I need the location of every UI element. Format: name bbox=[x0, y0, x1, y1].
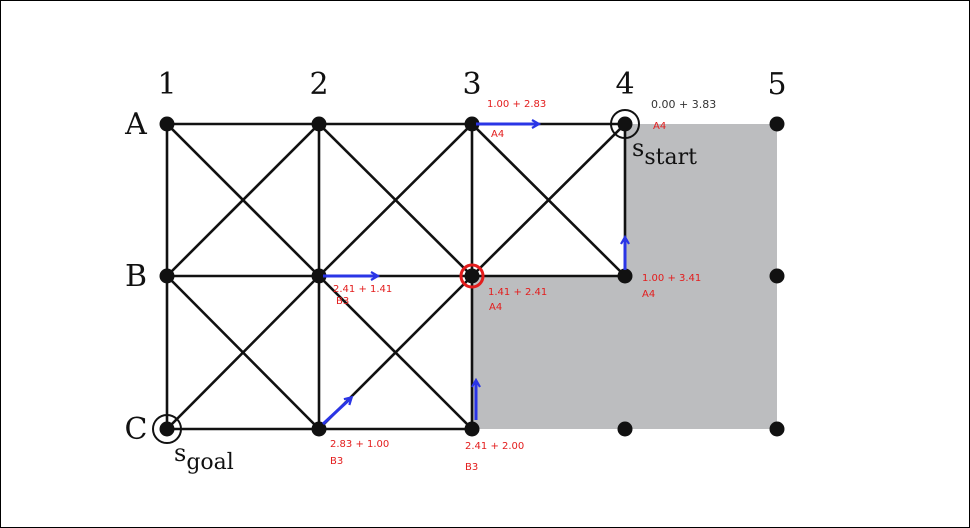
node-c1 bbox=[159, 421, 175, 437]
annotation-b4-parent: A4 bbox=[642, 289, 655, 300]
grid-nodes bbox=[159, 116, 785, 437]
node-b4 bbox=[617, 268, 633, 284]
row-label: B bbox=[125, 259, 147, 294]
arrow-c2 bbox=[321, 398, 351, 426]
start-label: sstart bbox=[632, 134, 697, 170]
annotation-c2-parent: B3 bbox=[330, 456, 343, 467]
back-pointer-arrows bbox=[321, 124, 625, 426]
start-label-main: s bbox=[632, 134, 644, 162]
annotation-c3-parent: B3 bbox=[465, 462, 478, 473]
goal-label-sub: goal bbox=[186, 450, 233, 475]
annotation-c3-cost: 2.41 + 2.00 bbox=[465, 441, 524, 452]
row-label: A bbox=[124, 107, 147, 142]
start-ring bbox=[610, 109, 640, 139]
column-label: 2 bbox=[309, 67, 328, 102]
annotation-c2-cost: 2.83 + 1.00 bbox=[330, 439, 389, 450]
node-b3 bbox=[464, 268, 480, 284]
current-node-highlight bbox=[459, 263, 485, 289]
node-c3 bbox=[464, 421, 480, 437]
node-a1 bbox=[159, 116, 175, 132]
node-a2 bbox=[311, 116, 327, 132]
node-c4 bbox=[617, 421, 633, 437]
start-label-sub: start bbox=[644, 145, 697, 170]
goal-label: sgoal bbox=[174, 439, 234, 475]
goal-label-main: s bbox=[174, 439, 186, 467]
node-c5 bbox=[769, 421, 785, 437]
column-label: 4 bbox=[615, 67, 634, 102]
annotation-b3-cost: 1.41 + 2.41 bbox=[488, 287, 547, 298]
annotation-a4-parent: A4 bbox=[653, 121, 666, 132]
column-label: 1 bbox=[157, 67, 176, 102]
annotation-b2-parent: B3 bbox=[336, 296, 349, 307]
node-a3 bbox=[464, 116, 480, 132]
annotation-a3-parent: A4 bbox=[491, 129, 504, 140]
node-a4 bbox=[617, 116, 633, 132]
node-b1 bbox=[159, 268, 175, 284]
column-label: 3 bbox=[462, 67, 481, 102]
node-b5 bbox=[769, 268, 785, 284]
node-a5 bbox=[769, 116, 785, 132]
annotation-b2-cost: 2.41 + 1.41 bbox=[333, 284, 392, 295]
column-label: 5 bbox=[767, 67, 786, 102]
annotation-a4-cost: 0.00 + 3.83 bbox=[651, 98, 716, 111]
goal-ring bbox=[152, 414, 182, 444]
node-b2 bbox=[311, 268, 327, 284]
annotation-b4-cost: 1.00 + 3.41 bbox=[642, 273, 701, 284]
row-label: C bbox=[125, 412, 148, 447]
node-c2 bbox=[311, 421, 327, 437]
annotation-a3-cost: 1.00 + 2.83 bbox=[487, 99, 546, 110]
annotation-b3-parent: A4 bbox=[489, 302, 502, 313]
